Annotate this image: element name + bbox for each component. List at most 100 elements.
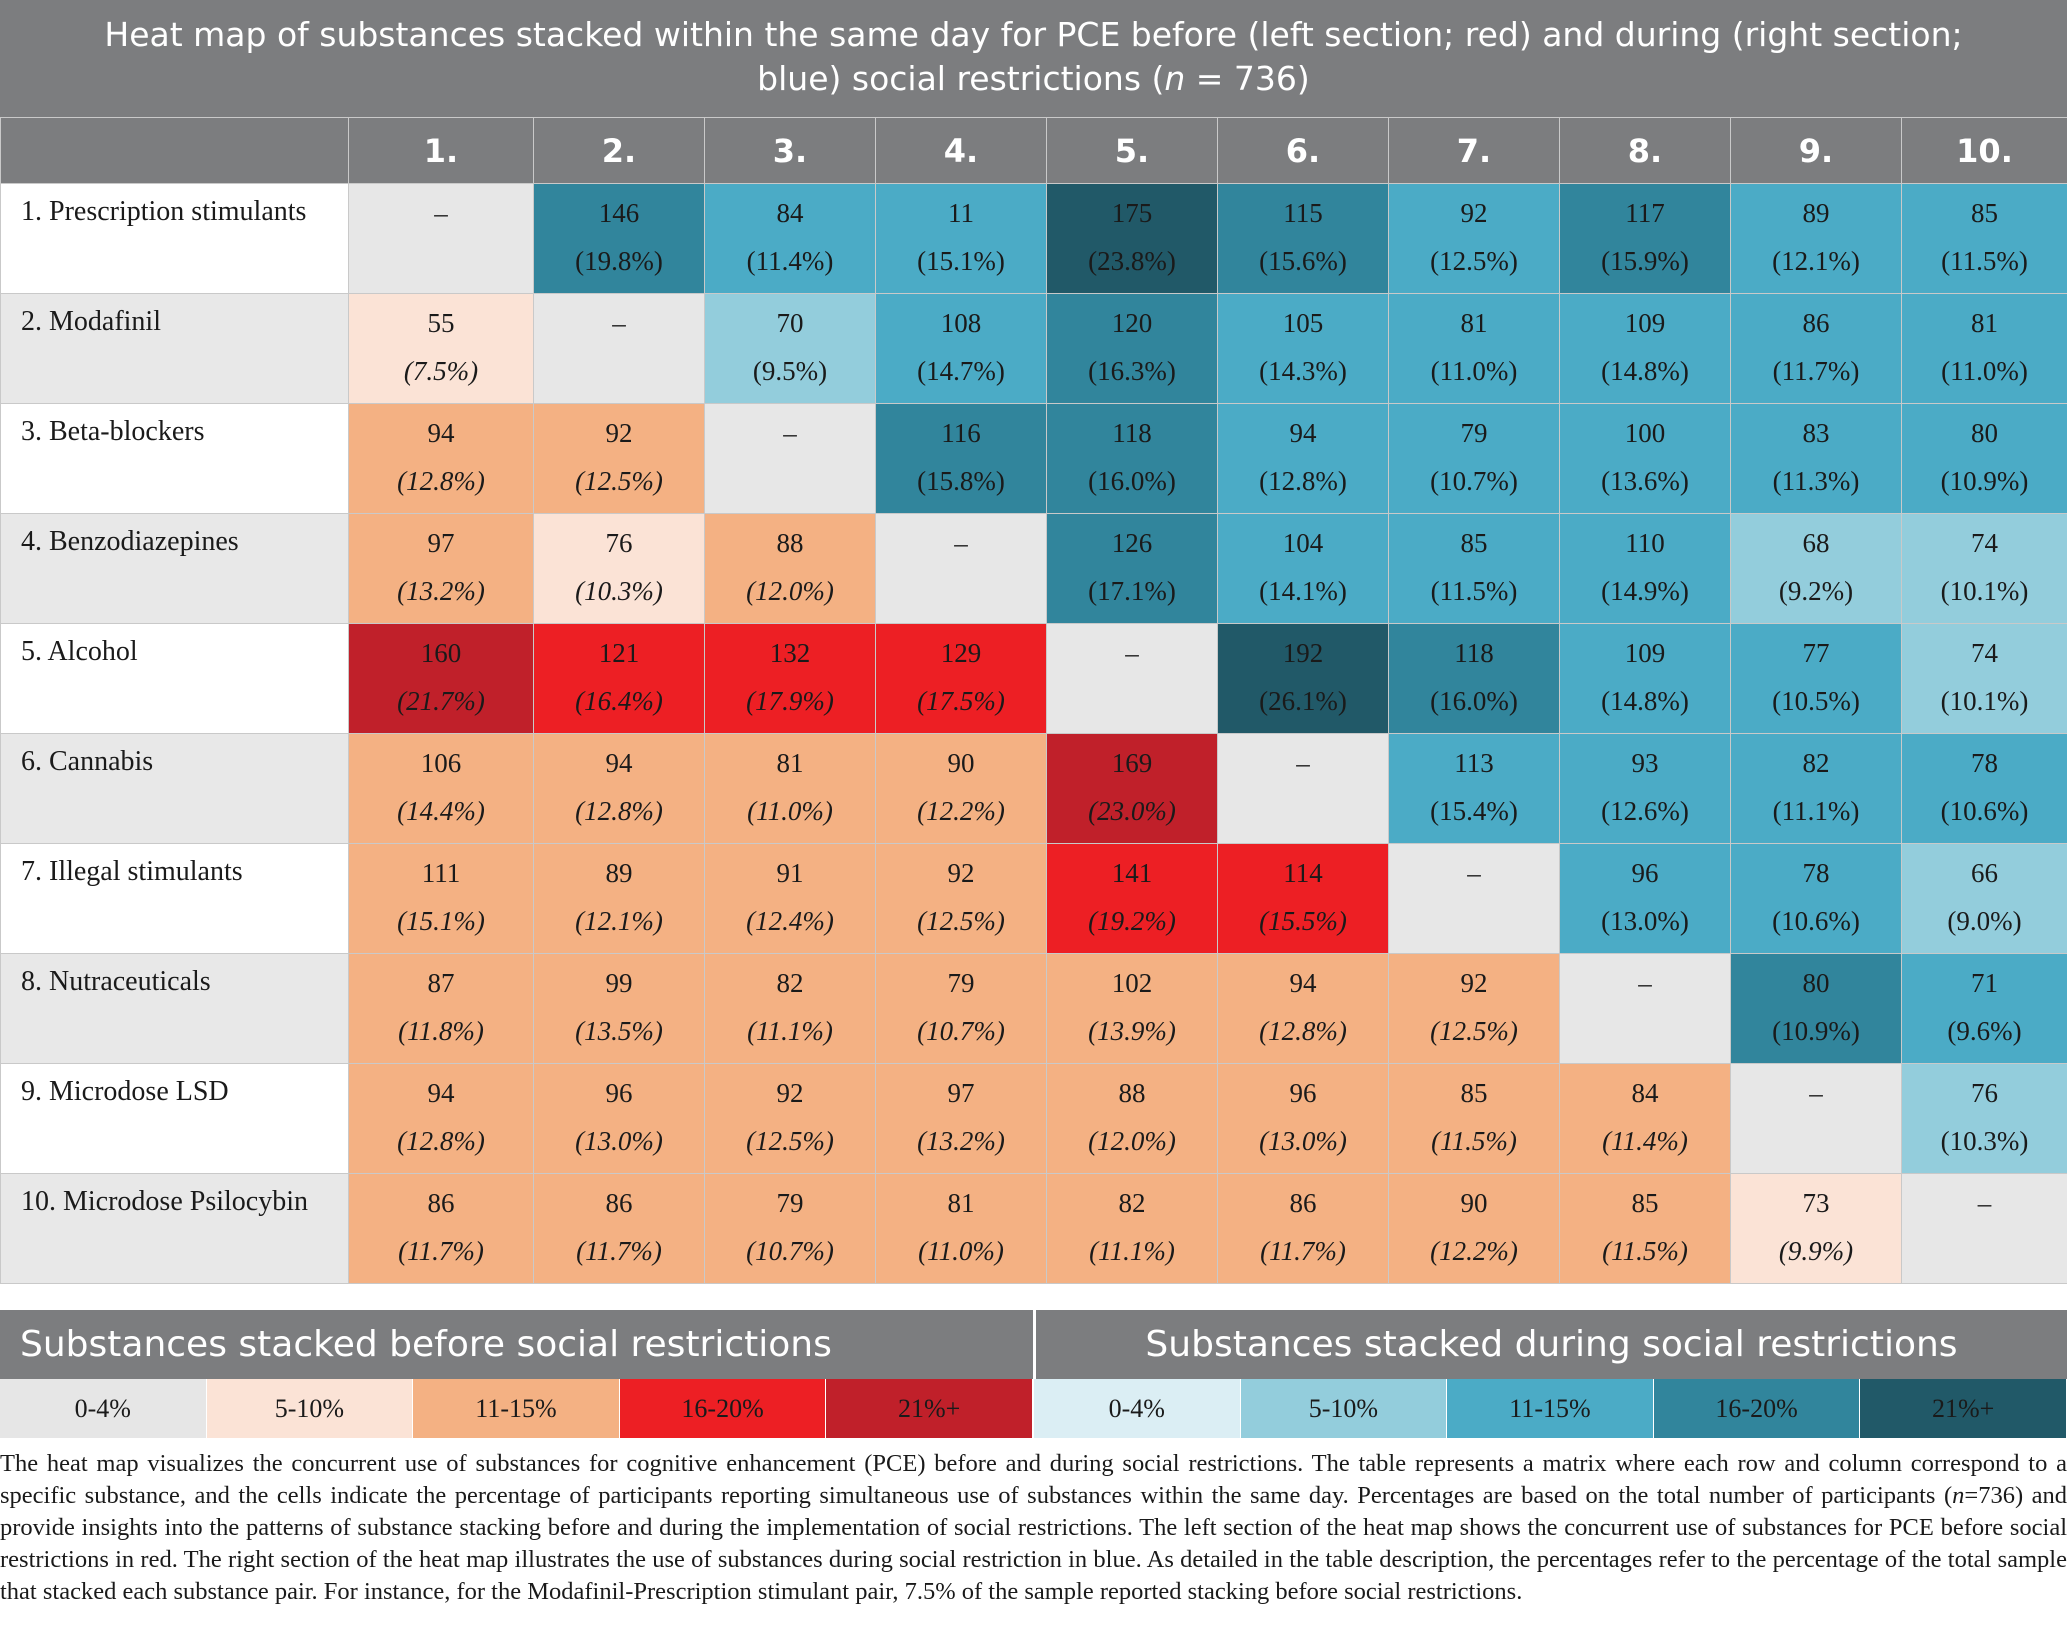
cell-count: 92: [1460, 198, 1488, 228]
heat-cell: 175 (23.8%): [1046, 183, 1218, 294]
heat-cell: 82 (11.1%): [704, 953, 876, 1064]
heat-cell: 76 (10.3%): [533, 513, 705, 624]
cell-count: 115: [1283, 198, 1323, 228]
cell-count: 146: [598, 198, 640, 228]
cell-count: 120: [1111, 308, 1153, 338]
heat-cell: 93 (12.6%): [1559, 733, 1731, 844]
cell-percent: (12.4%): [746, 906, 834, 936]
legend-swatch: 16-20%: [619, 1379, 827, 1438]
cell-percent: (14.9%): [1601, 576, 1689, 606]
cell-percent: (26.1%): [1259, 686, 1347, 716]
heat-cell: 81 (11.0%): [1388, 293, 1560, 404]
column-header: 2.: [533, 117, 705, 184]
heat-cell: 146 (19.8%): [533, 183, 705, 294]
figure-caption: The heat map visualizes the concurrent u…: [0, 1448, 2067, 1608]
cell-percent: (11.5%): [1430, 576, 1518, 606]
cell-percent: (12.0%): [1088, 1126, 1176, 1156]
diagonal-cell: –: [1730, 1063, 1902, 1174]
cell-percent: (13.2%): [397, 576, 485, 606]
diagonal-cell: –: [533, 293, 705, 404]
cell-count: 81: [776, 748, 804, 778]
cell-count: 114: [1283, 858, 1323, 888]
cell-percent: (12.5%): [917, 906, 1005, 936]
cell-count: 129: [940, 638, 982, 668]
heat-cell: 96 (13.0%): [1217, 1063, 1389, 1174]
cell-count: 68: [1802, 528, 1830, 558]
cell-percent: (14.4%): [397, 796, 485, 826]
heat-cell: 169 (23.0%): [1046, 733, 1218, 844]
cell-percent: (13.0%): [1601, 906, 1689, 936]
heat-cell: 85 (11.5%): [1901, 183, 2067, 294]
heat-cell: 109 (14.8%): [1559, 293, 1731, 404]
cell-percent: (12.5%): [575, 466, 663, 496]
heat-cell: 86 (11.7%): [348, 1173, 534, 1284]
heat-cell: 88 (12.0%): [1046, 1063, 1218, 1174]
cell-count: 76: [605, 528, 633, 558]
cell-percent: (12.5%): [746, 1126, 834, 1156]
cell-percent: (12.8%): [1259, 466, 1347, 496]
heat-cell: 160 (21.7%): [348, 623, 534, 734]
cell-percent: (11.3%): [1772, 466, 1860, 496]
cell-count: 113: [1454, 748, 1494, 778]
heat-cell: 92 (12.5%): [704, 1063, 876, 1174]
legend-swatch: 16-20%: [1653, 1379, 1861, 1438]
heat-cell: 96 (13.0%): [1559, 843, 1731, 954]
cell-count: 85: [1631, 1188, 1659, 1218]
cell-count: 86: [1289, 1188, 1317, 1218]
table-row: 4. Benzodiazepines 97 (13.2%) 76 (10.3%) 88 (1…: [0, 513, 2067, 624]
cell-count: 94: [1289, 418, 1317, 448]
cell-count: 192: [1282, 638, 1324, 668]
cell-percent: (10.7%): [917, 1016, 1005, 1046]
cell-percent: (15.5%): [1259, 906, 1347, 936]
table-row: 7. Illegal stimulants 111 (15.1%) 89 (12.1%)…: [0, 843, 2067, 954]
table-row: 5. Alcohol 160 (21.7%) 121 (16.4%) 132 (17.9%)…: [0, 623, 2067, 734]
heat-cell: 92 (12.5%): [875, 843, 1047, 954]
cell-count: 106: [420, 748, 462, 778]
heat-cell: 105 (14.3%): [1217, 293, 1389, 404]
title-line2-pre: blue) social restrictions (: [757, 58, 1165, 98]
cell-count: 96: [1631, 858, 1659, 888]
cell-percent: (10.9%): [1940, 466, 2029, 496]
heat-cell: 79 (10.7%): [875, 953, 1047, 1064]
cell-percent: (11.4%): [746, 246, 834, 276]
legend-swatch: 11-15%: [1447, 1379, 1654, 1438]
cell-percent: (11.7%): [398, 1236, 484, 1266]
cell-count: 71: [1971, 968, 1998, 998]
heat-cell: 92 (12.5%): [533, 403, 705, 514]
heat-cell: 94 (12.8%): [348, 403, 534, 514]
cell-percent: (15.1%): [397, 906, 485, 936]
heat-cell: 71 (9.6%): [1901, 953, 2067, 1064]
cell-count: 110: [1625, 528, 1665, 558]
cell-percent: (21.7%): [397, 686, 485, 716]
cell-count: 97: [427, 528, 455, 558]
cell-count: 86: [1802, 308, 1830, 338]
cell-count: 111: [421, 858, 461, 888]
cell-percent: (12.5%): [1430, 1016, 1518, 1046]
legend-swatch: 11-15%: [413, 1379, 620, 1438]
heat-cell: 86 (11.7%): [533, 1173, 705, 1284]
cell-percent: (10.1%): [1940, 686, 2029, 716]
heat-cell: 74 (10.1%): [1901, 513, 2067, 624]
cell-percent: (12.6%): [1601, 796, 1689, 826]
caption-part1: The heat map visualizes the concurrent u…: [0, 1450, 2067, 1509]
cell-percent: (12.8%): [397, 466, 485, 496]
legend-swatch: 5-10%: [206, 1379, 414, 1438]
cell-percent: (19.8%): [575, 246, 663, 276]
cell-count: 132: [769, 638, 811, 668]
cell-count: 79: [947, 968, 975, 998]
heat-cell: 96 (13.0%): [533, 1063, 705, 1174]
cell-count: 55: [427, 308, 455, 338]
cell-percent: (12.5%): [1430, 246, 1518, 276]
heat-cell: 99 (13.5%): [533, 953, 705, 1064]
cell-count: 121: [598, 638, 640, 668]
heat-map-body: 1. Prescription stimulants – 146 (19.8%) 84 (…: [0, 183, 2067, 1284]
cell-count: 118: [1454, 638, 1494, 668]
cell-percent: (15.8%): [917, 466, 1005, 496]
heat-cell: 104 (14.1%): [1217, 513, 1389, 624]
cell-count: 70: [776, 308, 804, 338]
heat-cell: 79 (10.7%): [704, 1173, 876, 1284]
cell-count: 91: [776, 858, 804, 888]
diagonal-cell: –: [1559, 953, 1731, 1064]
cell-percent: (13.9%): [1088, 1016, 1176, 1046]
heat-cell: 115 (15.6%): [1217, 183, 1389, 294]
